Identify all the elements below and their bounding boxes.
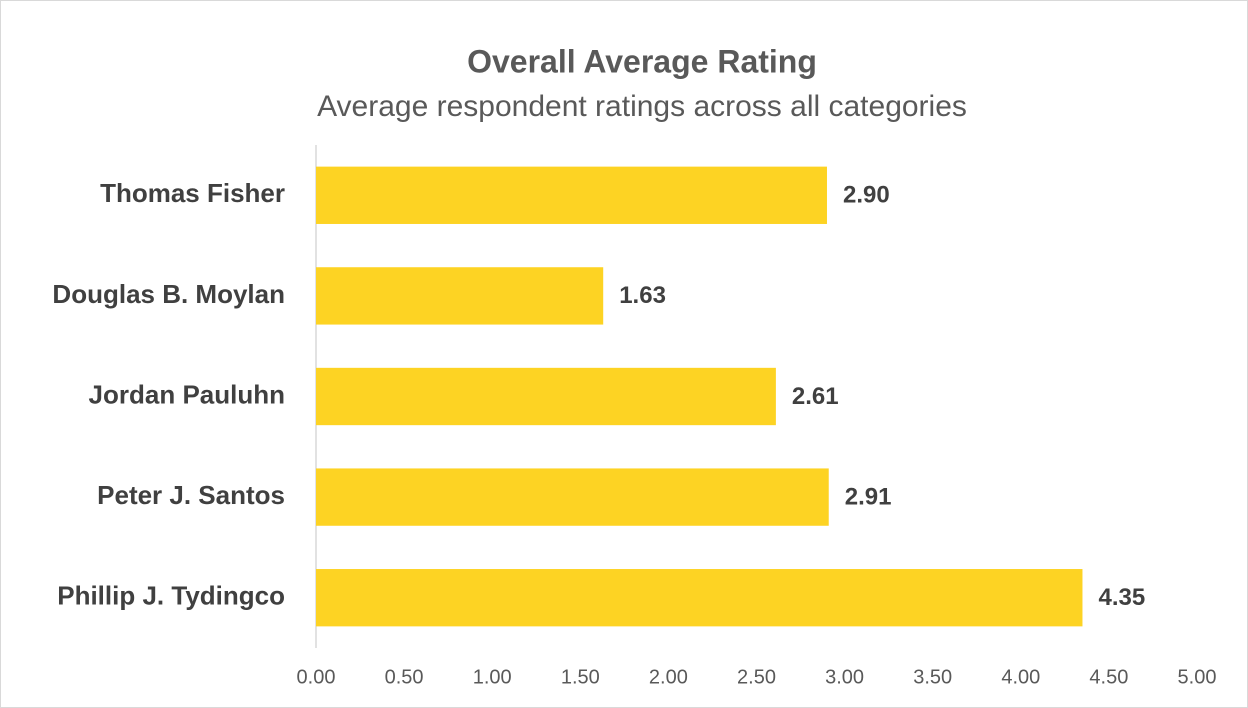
chart-title: Overall Average Rating bbox=[467, 43, 817, 79]
data-label: 1.63 bbox=[619, 282, 666, 309]
bar bbox=[316, 367, 776, 426]
x-tick-label: 0.50 bbox=[385, 666, 424, 688]
y-tick-label: Jordan Pauluhn bbox=[89, 379, 285, 409]
bar bbox=[316, 267, 604, 325]
x-tick-label: 5.00 bbox=[1178, 666, 1217, 688]
x-tick-label: 3.00 bbox=[825, 666, 864, 688]
x-tick-label: 4.00 bbox=[1001, 666, 1040, 688]
x-tick-label: 2.00 bbox=[649, 666, 688, 688]
x-tick-label: 1.00 bbox=[473, 666, 512, 688]
x-tick-label: 0.00 bbox=[297, 666, 336, 688]
x-tick-label: 4.50 bbox=[1089, 666, 1128, 688]
y-tick-label: Douglas B. Moylan bbox=[52, 279, 285, 309]
y-tick-label: Phillip J. Tydingco bbox=[57, 581, 285, 611]
x-tick-label: 2.50 bbox=[737, 666, 776, 688]
bar bbox=[316, 569, 1083, 627]
data-label: 2.90 bbox=[843, 182, 890, 209]
x-tick-label: 1.50 bbox=[561, 666, 600, 688]
x-tick-label: 3.50 bbox=[913, 666, 952, 688]
y-tick-label: Thomas Fisher bbox=[100, 178, 285, 208]
bar bbox=[316, 166, 827, 224]
data-label: 4.35 bbox=[1098, 584, 1145, 611]
y-tick-label: Peter J. Santos bbox=[97, 480, 285, 510]
data-label: 2.61 bbox=[792, 383, 839, 410]
bar bbox=[316, 468, 829, 526]
chart-subtitle: Average respondent ratings across all ca… bbox=[317, 90, 967, 123]
data-label: 2.91 bbox=[845, 483, 892, 510]
